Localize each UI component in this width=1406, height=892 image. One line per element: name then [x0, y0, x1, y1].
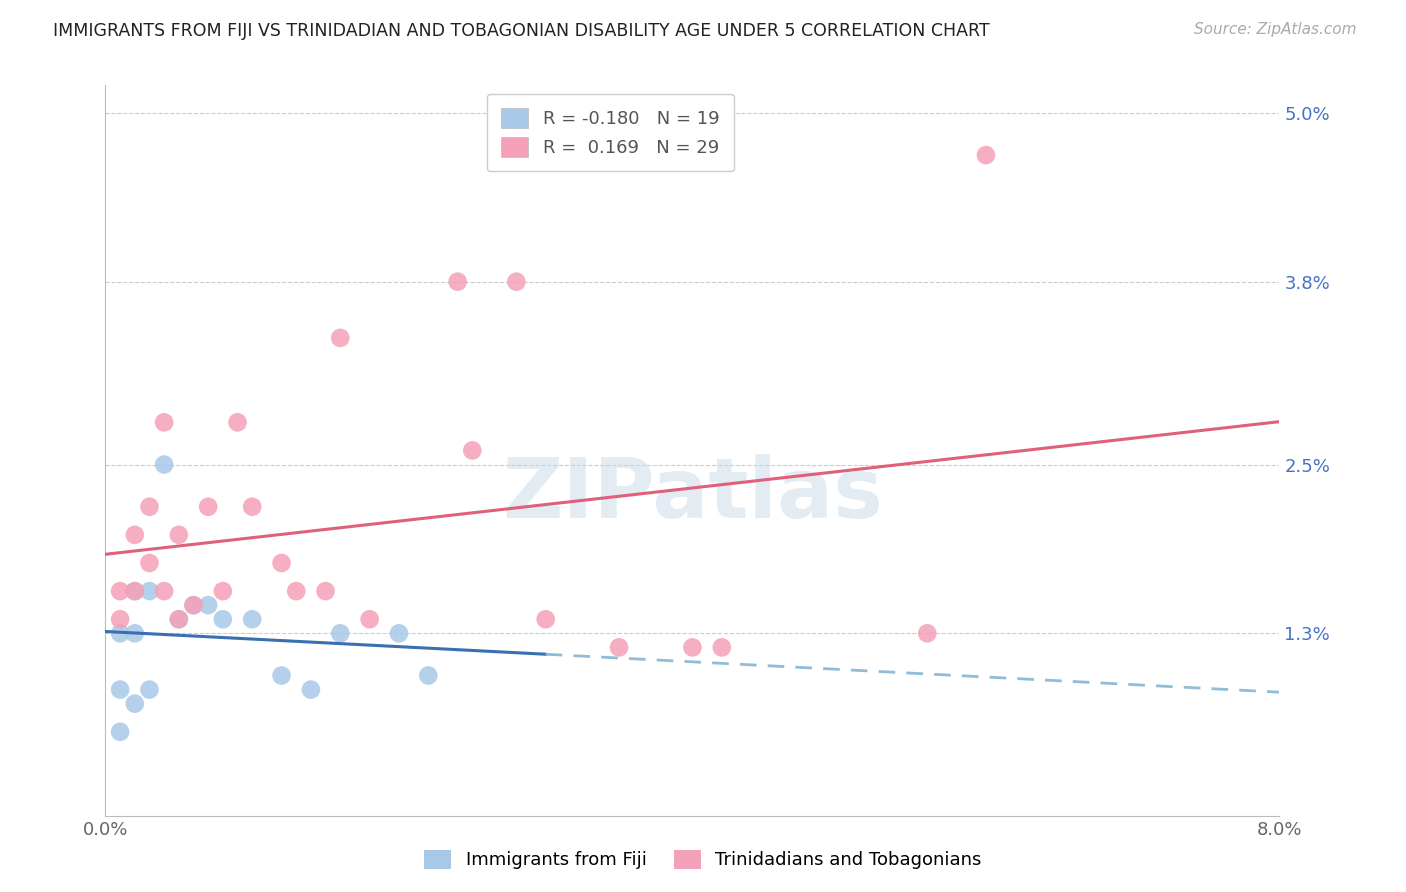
Point	[108, 612, 131, 626]
Point	[183, 598, 205, 612]
Point	[388, 626, 411, 640]
Point	[329, 626, 352, 640]
Point	[682, 640, 704, 655]
Point	[270, 556, 292, 570]
Point	[153, 584, 176, 599]
Point	[315, 584, 337, 599]
Text: IMMIGRANTS FROM FIJI VS TRINIDADIAN AND TOBAGONIAN DISABILITY AGE UNDER 5 CORREL: IMMIGRANTS FROM FIJI VS TRINIDADIAN AND …	[53, 22, 990, 40]
Point	[226, 415, 249, 429]
Point	[607, 640, 630, 655]
Point	[124, 528, 146, 542]
Point	[285, 584, 308, 599]
Point	[153, 458, 176, 472]
Point	[197, 500, 219, 514]
Point	[710, 640, 733, 655]
Point	[329, 331, 352, 345]
Point	[138, 584, 160, 599]
Point	[138, 682, 160, 697]
Point	[447, 275, 470, 289]
Point	[167, 612, 190, 626]
Point	[240, 500, 263, 514]
Point	[124, 697, 146, 711]
Legend: R = -0.180   N = 19, R =  0.169   N = 29: R = -0.180 N = 19, R = 0.169 N = 29	[486, 94, 734, 171]
Point	[167, 528, 190, 542]
Point	[108, 682, 131, 697]
Legend: Immigrants from Fiji, Trinidadians and Tobagonians: Immigrants from Fiji, Trinidadians and T…	[415, 841, 991, 879]
Point	[108, 584, 131, 599]
Point	[108, 724, 131, 739]
Point	[167, 612, 190, 626]
Point	[108, 626, 131, 640]
Point	[138, 500, 160, 514]
Point	[270, 668, 292, 682]
Point	[917, 626, 939, 640]
Point	[197, 598, 219, 612]
Point	[534, 612, 557, 626]
Point	[359, 612, 381, 626]
Point	[240, 612, 263, 626]
Point	[183, 598, 205, 612]
Point	[124, 626, 146, 640]
Point	[138, 556, 160, 570]
Point	[124, 584, 146, 599]
Point	[153, 415, 176, 429]
Point	[461, 443, 484, 458]
Point	[124, 584, 146, 599]
Point	[299, 682, 322, 697]
Text: ZIPatlas: ZIPatlas	[502, 454, 883, 535]
Point	[211, 584, 233, 599]
Point	[505, 275, 527, 289]
Point	[418, 668, 440, 682]
Point	[211, 612, 233, 626]
Point	[974, 148, 997, 162]
Text: Source: ZipAtlas.com: Source: ZipAtlas.com	[1194, 22, 1357, 37]
